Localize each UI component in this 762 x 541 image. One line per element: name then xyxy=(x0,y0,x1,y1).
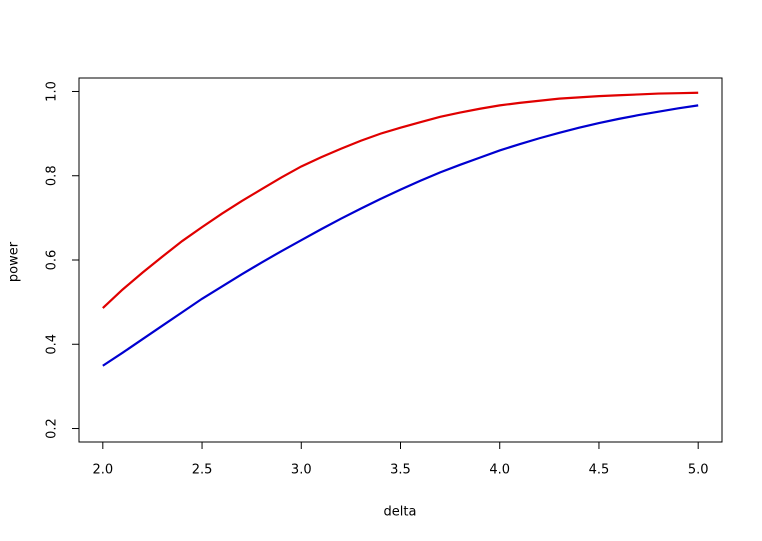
y-axis-label: power xyxy=(7,241,22,282)
x-tick-label: 4.5 xyxy=(589,463,610,478)
x-axis-label: delta xyxy=(384,505,417,520)
y-tick-label: 0.6 xyxy=(45,250,60,271)
y-tick-label: 0.2 xyxy=(45,418,60,439)
series-line xyxy=(102,104,699,367)
y-tick-label: 1.0 xyxy=(45,81,60,102)
x-tick-label: 3.0 xyxy=(291,463,312,478)
series-line xyxy=(102,91,699,309)
x-tick-label: 3.5 xyxy=(390,463,411,478)
y-tick-label: 0.8 xyxy=(45,165,60,186)
x-tick-label: 2.0 xyxy=(92,463,113,478)
plot-frame xyxy=(78,77,723,443)
x-tick-label: 2.5 xyxy=(192,463,213,478)
y-tick-label: 0.4 xyxy=(45,334,60,355)
x-tick-label: 5.0 xyxy=(688,463,709,478)
x-tick-label: 4.0 xyxy=(489,463,510,478)
